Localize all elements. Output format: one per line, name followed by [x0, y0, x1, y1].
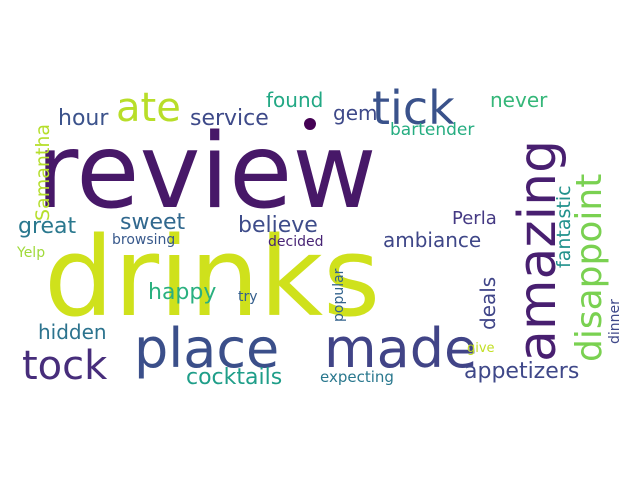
word-perla: Perla: [452, 208, 497, 229]
word-browsing: browsing: [112, 232, 176, 248]
word-hour: hour: [58, 106, 109, 131]
word-drinks: drinks: [44, 213, 381, 341]
word-hidden: hidden: [38, 320, 107, 344]
word-give: give: [467, 341, 495, 356]
word-dinner: dinner: [607, 299, 623, 344]
word-decided: decided: [268, 234, 324, 250]
word-appetizers: appetizers: [464, 359, 580, 384]
word-great: great: [18, 214, 77, 239]
word-ambiance: ambiance: [383, 228, 482, 252]
word-made: made: [324, 317, 478, 380]
word-review: review: [36, 112, 377, 232]
word-cocktails: cocktails: [186, 365, 283, 390]
word-place: place: [134, 317, 280, 380]
word-fantastic: fantastic: [553, 185, 575, 268]
word-try: try: [238, 289, 258, 305]
word-yelp: Yelp: [17, 245, 46, 261]
word-never: never: [490, 88, 548, 112]
word-expecting: expecting: [320, 368, 394, 386]
word-disappoint: disappoint: [569, 173, 610, 362]
word-service: service: [190, 106, 269, 131]
word-deals: deals: [476, 276, 500, 330]
word-samantha: Samantha: [32, 123, 54, 221]
word-gem: gem: [333, 101, 378, 125]
word-sweet: sweet: [120, 210, 186, 235]
word-tock: tock: [22, 343, 108, 389]
word-ate: ate: [116, 85, 181, 131]
word-believe: believe: [238, 213, 318, 238]
dot-mark: [304, 118, 316, 130]
word-happy: happy: [148, 280, 217, 305]
word-tick: tick: [372, 81, 455, 135]
word-popular: popular: [331, 268, 347, 322]
word-bartender: bartender: [390, 120, 475, 140]
word-found: found: [266, 88, 324, 112]
